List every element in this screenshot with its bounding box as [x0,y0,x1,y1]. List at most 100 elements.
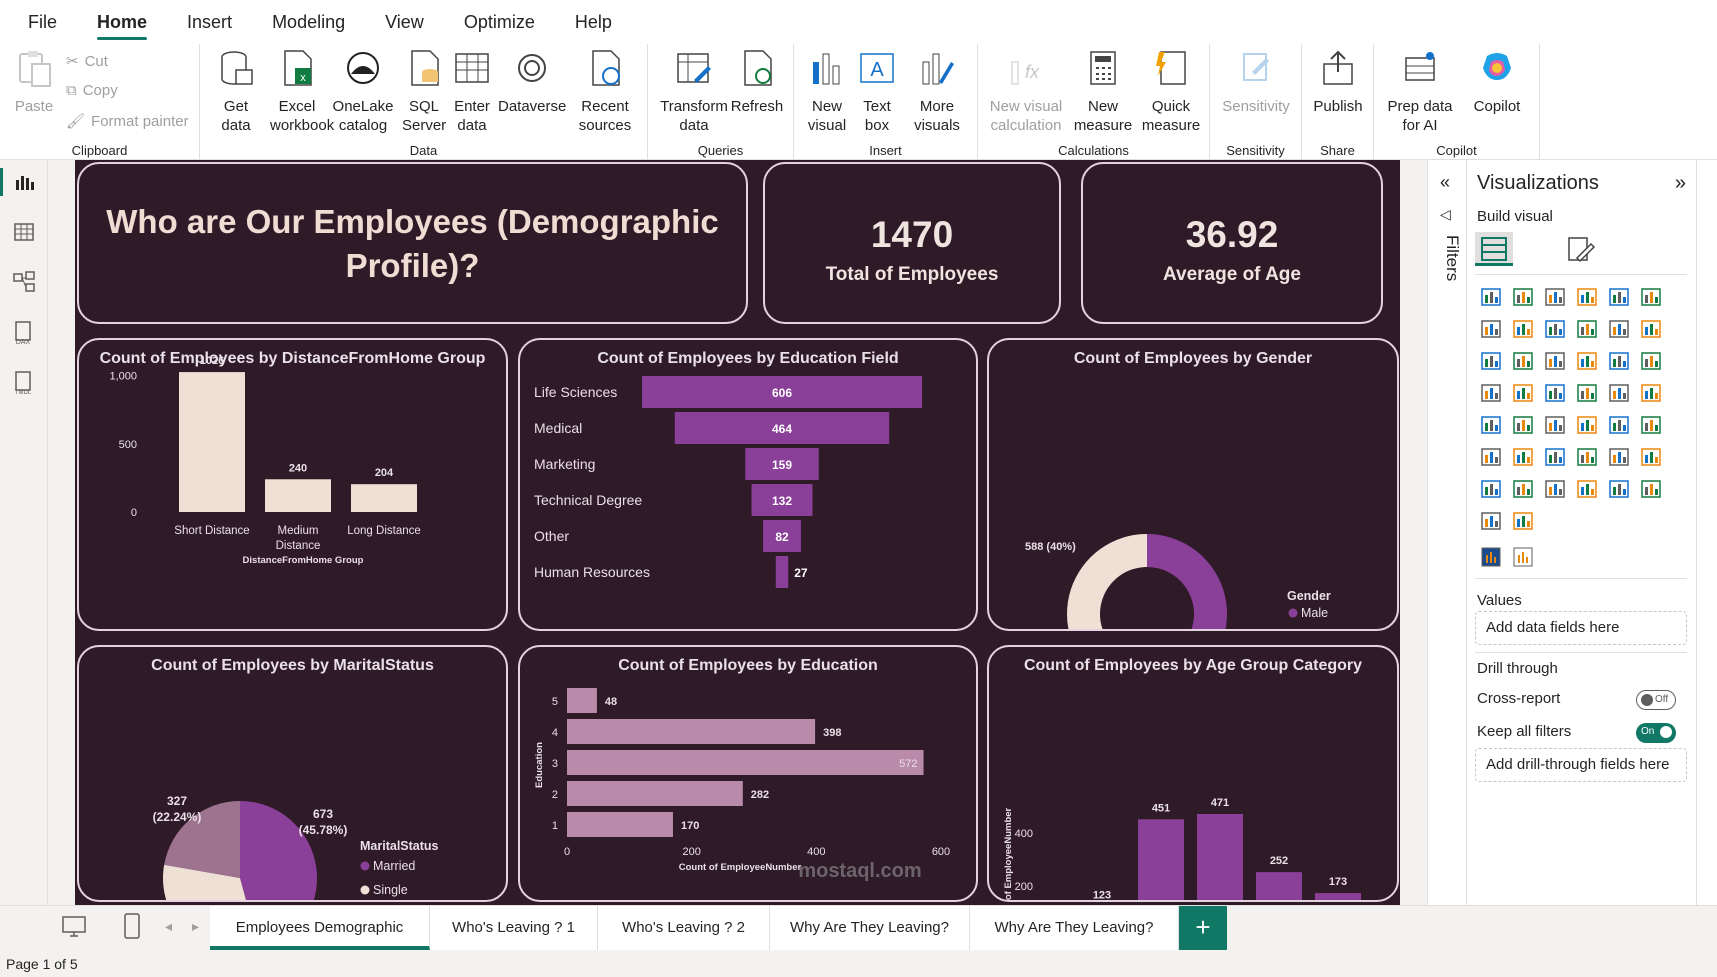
cut-button[interactable]: ✂ Cut [66,52,108,71]
pie-chart-icon[interactable] [1607,349,1631,373]
area-chart-icon[interactable] [1511,317,1535,341]
waterfall-chart-icon[interactable] [1511,349,1535,373]
narrative-icon[interactable] [1575,445,1599,469]
filled-map-icon[interactable] [1543,381,1567,405]
stacked-area-chart-icon[interactable] [1543,317,1567,341]
image-icon[interactable] [1575,477,1599,501]
100-stacked-column-chart-icon[interactable] [1639,285,1663,309]
collapse-filters-icon[interactable]: « [1440,172,1451,192]
chart-card-age-group[interactable]: Count of Employees by Age Group Category… [987,645,1399,902]
chevron-visual-icon[interactable] [1479,509,1503,533]
refresh-button[interactable]: Refresh [730,48,784,116]
matrix-icon[interactable] [1575,413,1599,437]
publish-button[interactable]: Publish [1308,48,1368,116]
paste-button[interactable]: Paste [10,48,58,116]
table-view-button[interactable] [10,218,38,246]
treemap-icon[interactable] [1479,381,1503,405]
new-visual-button[interactable]: New visual [802,48,852,135]
kpi-total-card[interactable]: 1470 Total of Employees [763,162,1061,324]
clustered-bar-chart-icon[interactable] [1543,285,1567,309]
100-stacked-bar-chart-icon[interactable] [1607,285,1631,309]
clustered-column-chart-icon[interactable] [1575,285,1599,309]
tab-whos-leaving-1[interactable]: Who's Leaving ? 1 [430,906,598,950]
text-box-button[interactable]: A Text box [854,48,900,135]
slicer-icon[interactable] [1511,413,1535,437]
line-and-column-chart-icon[interactable] [1607,317,1631,341]
model-view-button[interactable] [10,268,38,296]
scroll-tabs-right-icon[interactable]: ▸ [192,918,200,934]
tab-whos-leaving-2[interactable]: Who's Leaving ? 2 [598,906,770,950]
drill-through-drop-zone[interactable]: Add drill-through fields here [1475,748,1687,782]
sensitivity-button[interactable]: Sensitivity [1220,48,1292,116]
gauge-icon[interactable] [1607,381,1631,405]
ribbon-chart-icon[interactable] [1479,349,1503,373]
data-pane-collapsed[interactable] [1697,160,1717,905]
stacked-bar-chart-icon[interactable] [1479,285,1503,309]
tab-why-are-they-leaving-1[interactable]: Why Are They Leaving? [770,906,970,950]
title-card[interactable]: Who are Our Employees (Demographic Profi… [77,162,748,324]
copy-button[interactable]: ⧉ Copy [66,82,118,99]
key-influencers-icon[interactable] [1479,445,1503,469]
build-visual-tab[interactable] [1475,232,1513,266]
map-icon[interactable] [1511,381,1535,405]
dax-query-view-button[interactable]: DAX [10,318,38,346]
menu-file[interactable]: File [28,12,58,32]
quick-measure-button[interactable]: Quick measure [1138,48,1204,135]
new-measure-button[interactable]: New measure [1070,48,1136,135]
sql-server-button[interactable]: SQL Server [402,48,446,135]
chart-card-marital[interactable]: Count of Employees by MaritalStatus 673 (… [77,645,508,902]
chart-card-education[interactable]: Count of Employees by Education 5 48 4 398 3… [518,645,978,902]
new-visual-calculation-button[interactable]: fx New visual calculation [986,48,1066,135]
power-automate-icon[interactable] [1511,477,1535,501]
chart-card-distance[interactable]: Count of Employees by DistanceFromHome G… [77,338,508,631]
enter-data-button[interactable]: Enter data [450,48,494,135]
tab-why-are-they-leaving-2[interactable]: Why Are They Leaving? [970,906,1179,950]
button-slicer-icon[interactable] [1543,477,1567,501]
azure-map-icon[interactable] [1575,381,1599,405]
diamond-visual-icon[interactable] [1639,477,1663,501]
power-bi-visual-icon[interactable] [1607,477,1631,501]
mobile-layout-icon[interactable] [122,912,142,945]
more-visuals-button[interactable]: More visuals [904,48,970,135]
desktop-layout-icon[interactable] [60,914,88,945]
chart-card-education-field[interactable]: Count of Employees by Education Field Li… [518,338,978,631]
menu-insert[interactable]: Insert [187,12,233,32]
chart-card-gender[interactable]: Count of Employees by Gender 882 (60%)58… [987,338,1399,631]
decomposition-tree-icon[interactable] [1511,445,1535,469]
line-and-clustered-column-chart-icon[interactable] [1639,317,1663,341]
values-drop-zone[interactable]: Add data fields here [1475,611,1687,645]
get-data-button[interactable]: Get data [212,48,260,135]
format-painter-button[interactable]: 🖌 Format painter [66,112,189,131]
more-options-icon[interactable] [1511,509,1535,533]
paginated-report-icon[interactable] [1639,445,1663,469]
onelake-catalog-button[interactable]: OneLake catalog [330,48,396,135]
menu-modeling[interactable]: Modeling [272,12,346,32]
filters-pane[interactable]: « ◁ Filters [1427,160,1467,905]
report-view-button[interactable] [0,168,38,196]
keep-all-filters-toggle[interactable]: On [1636,723,1676,743]
menu-home[interactable]: Home [97,0,148,44]
kpi-icon[interactable] [1479,413,1503,437]
card-icon[interactable] [1639,381,1663,405]
excel-workbook-button[interactable]: x Excel workbook [270,48,334,135]
line-chart-icon[interactable] [1479,317,1503,341]
menu-optimize[interactable]: Optimize [463,12,535,32]
custom-visual-icon-2[interactable] [1511,545,1535,569]
donut-chart-icon[interactable] [1639,349,1663,373]
recent-sources-button[interactable]: Recent sources [572,48,638,135]
add-page-button[interactable]: + [1179,906,1227,950]
scroll-tabs-left-icon[interactable]: ◂ [165,918,173,934]
format-visual-tab[interactable] [1563,234,1597,264]
table-icon[interactable] [1543,413,1567,437]
expand-pane-icon[interactable]: » [1674,172,1686,194]
qa-icon[interactable] [1543,445,1567,469]
dataverse-button[interactable]: Dataverse [498,48,566,116]
stacked-column-chart-icon[interactable] [1511,285,1535,309]
tmdl-view-button[interactable]: TMDL [10,368,38,396]
funnel-chart-icon[interactable] [1543,349,1567,373]
scatter-chart-icon[interactable] [1575,349,1599,373]
menu-help[interactable]: Help [574,12,612,32]
prep-data-for-ai-button[interactable]: Prep data for AI [1380,48,1460,135]
100-stacked-area-chart-icon[interactable] [1575,317,1599,341]
metrics-icon[interactable] [1607,445,1631,469]
